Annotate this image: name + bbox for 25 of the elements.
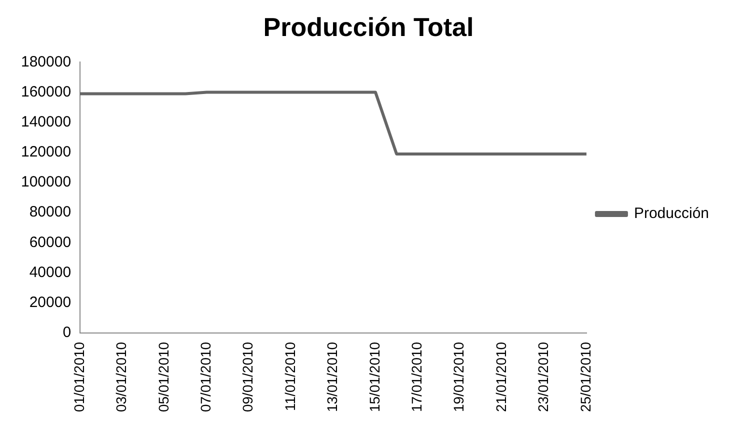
x-tick-label: 21/01/2010 bbox=[492, 342, 509, 412]
y-tick-label: 20000 bbox=[29, 294, 72, 311]
x-tick-label: 07/01/2010 bbox=[198, 342, 214, 412]
legend-label: Producción bbox=[634, 205, 710, 222]
x-tick-label: 15/01/2010 bbox=[366, 342, 382, 412]
x-tick-label: 13/01/2010 bbox=[324, 342, 340, 412]
x-tick-label: 17/01/2010 bbox=[408, 342, 425, 412]
y-tick-label: 100000 bbox=[20, 174, 72, 191]
x-tick-label: 11/01/2010 bbox=[282, 342, 298, 411]
x-tick-label: 01/01/2010 bbox=[70, 342, 87, 412]
y-tick-label: 0 bbox=[62, 324, 72, 342]
x-tick-label: 05/01/2010 bbox=[155, 342, 172, 412]
y-tick-label: 140000 bbox=[20, 114, 72, 131]
chart-title: Producción Total bbox=[263, 12, 474, 42]
y-tick-label: 60000 bbox=[29, 234, 72, 251]
x-tick-label: 25/01/2010 bbox=[577, 342, 594, 412]
x-tick-label: 09/01/2010 bbox=[240, 342, 256, 412]
x-tick-label: 19/01/2010 bbox=[450, 342, 467, 412]
y-tick-label: 160000 bbox=[20, 83, 72, 100]
y-tick-label: 40000 bbox=[29, 264, 72, 281]
x-tick-label: 23/01/2010 bbox=[535, 342, 552, 412]
x-tick-label: 03/01/2010 bbox=[113, 342, 130, 412]
y-tick-label: 80000 bbox=[29, 204, 72, 221]
y-tick-label: 180000 bbox=[20, 53, 72, 70]
y-tick-label: 120000 bbox=[20, 144, 72, 161]
